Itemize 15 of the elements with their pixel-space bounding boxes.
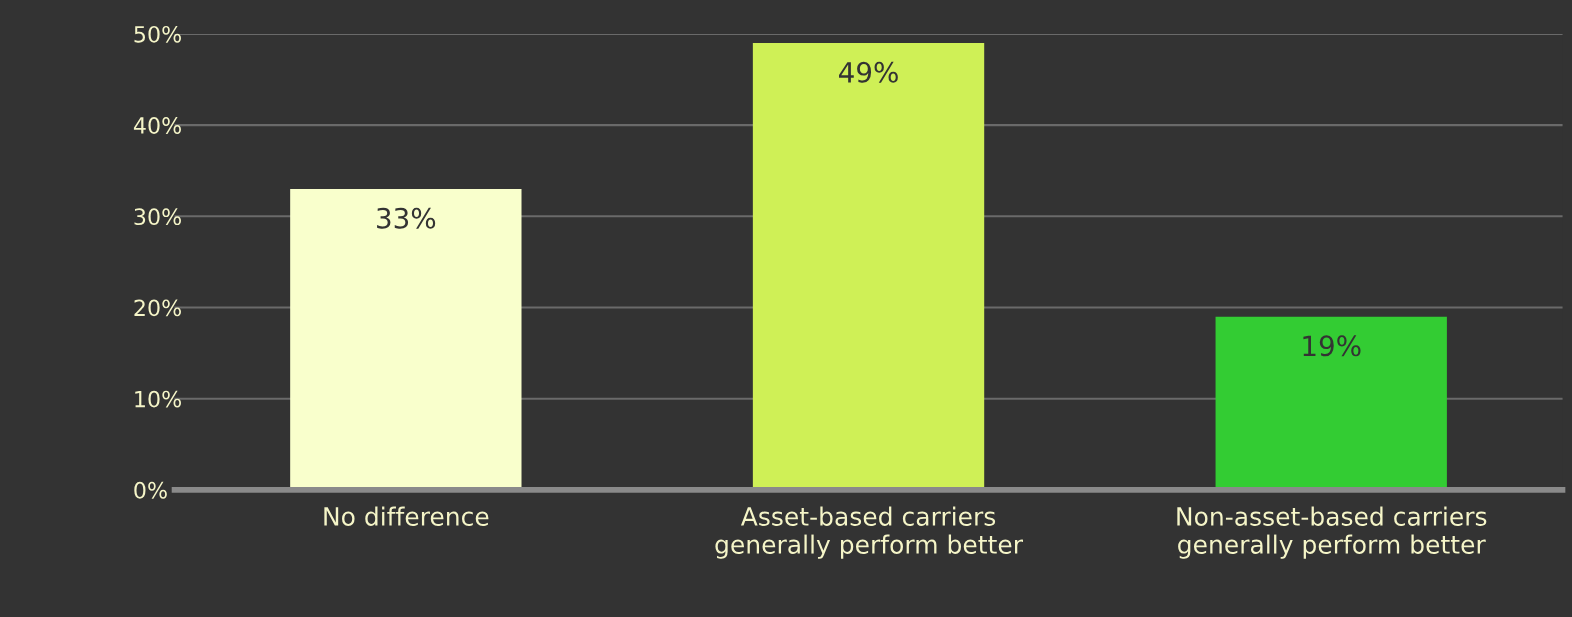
x-tick-label: Asset-based carriers generally perform better xyxy=(715,506,1024,559)
bar xyxy=(752,43,985,490)
y-tick-label: 50% xyxy=(134,25,181,43)
bar xyxy=(1215,316,1447,490)
x-tick-label: Non-asset-based carriers generally perform better xyxy=(1177,506,1487,559)
y-tick-label: 20% xyxy=(134,299,181,317)
data-label: 19% xyxy=(1303,335,1361,357)
y-tick-label: 30% xyxy=(134,208,181,226)
bar xyxy=(290,188,522,490)
y-tick-label: 40% xyxy=(133,117,181,134)
data-label: 33% xyxy=(377,207,436,229)
y-tick-label: 10% xyxy=(135,390,181,408)
x-tick-label: No difference xyxy=(324,506,489,526)
data-label: 49% xyxy=(839,61,898,83)
y-tick-label: 0% xyxy=(134,481,167,499)
